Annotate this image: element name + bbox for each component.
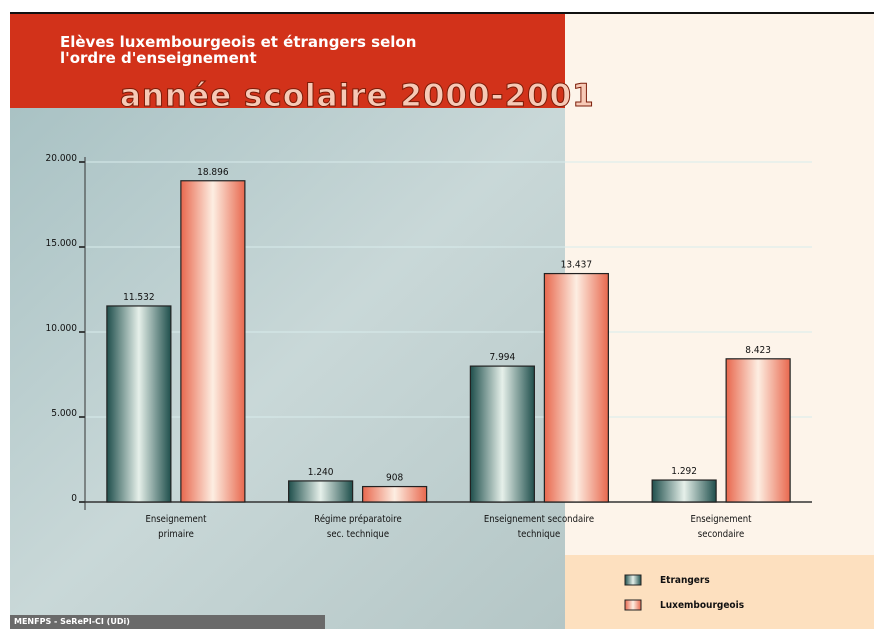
y-tick-label: 10.000 bbox=[46, 323, 78, 334]
value-label: 13.437 bbox=[561, 260, 592, 271]
x-tick-label: Régime préparatoire sec. technique bbox=[313, 514, 402, 540]
value-label: 7.994 bbox=[490, 352, 516, 363]
legend-box bbox=[565, 555, 874, 629]
x-tick-label: Enseignement primaire bbox=[145, 514, 207, 540]
legend-label: Luxembourgeois bbox=[660, 600, 744, 611]
bar bbox=[725, 358, 791, 503]
source: MENFPS - SeRePI-CI (UDi) bbox=[14, 617, 130, 626]
legend-swatch bbox=[624, 574, 642, 586]
y-tick-label: 0 bbox=[71, 493, 77, 504]
bar bbox=[106, 305, 172, 503]
top-rule bbox=[10, 12, 874, 14]
value-label: 908 bbox=[386, 473, 403, 484]
value-label: 18.896 bbox=[197, 167, 229, 178]
bar bbox=[543, 272, 609, 503]
x-tick-label: Enseignement secondaire technique bbox=[484, 514, 595, 540]
chart-title: Elèves luxembourgeois et étrangers selon… bbox=[60, 33, 417, 67]
bar bbox=[651, 479, 717, 503]
source-bar bbox=[10, 615, 325, 629]
value-label: 11.532 bbox=[123, 292, 154, 303]
legend-swatch bbox=[624, 599, 642, 611]
bar bbox=[469, 365, 535, 503]
y-tick-label: 15.000 bbox=[46, 238, 78, 249]
header-band bbox=[10, 14, 565, 108]
chart-subtitle: année scolaire 2000-2001 bbox=[120, 78, 595, 115]
bar bbox=[362, 485, 428, 503]
value-label: 8.423 bbox=[745, 345, 771, 356]
y-tick-label: 20.000 bbox=[46, 153, 78, 164]
bar bbox=[288, 480, 354, 503]
right-panel bbox=[565, 14, 874, 629]
value-label: 1.240 bbox=[308, 467, 334, 478]
bar bbox=[180, 180, 246, 503]
y-tick-label: 5.000 bbox=[51, 408, 77, 419]
legend-label: Etrangers bbox=[660, 575, 710, 586]
x-tick-label: Enseignement secondaire bbox=[690, 514, 752, 540]
value-label: 1.292 bbox=[671, 466, 697, 477]
